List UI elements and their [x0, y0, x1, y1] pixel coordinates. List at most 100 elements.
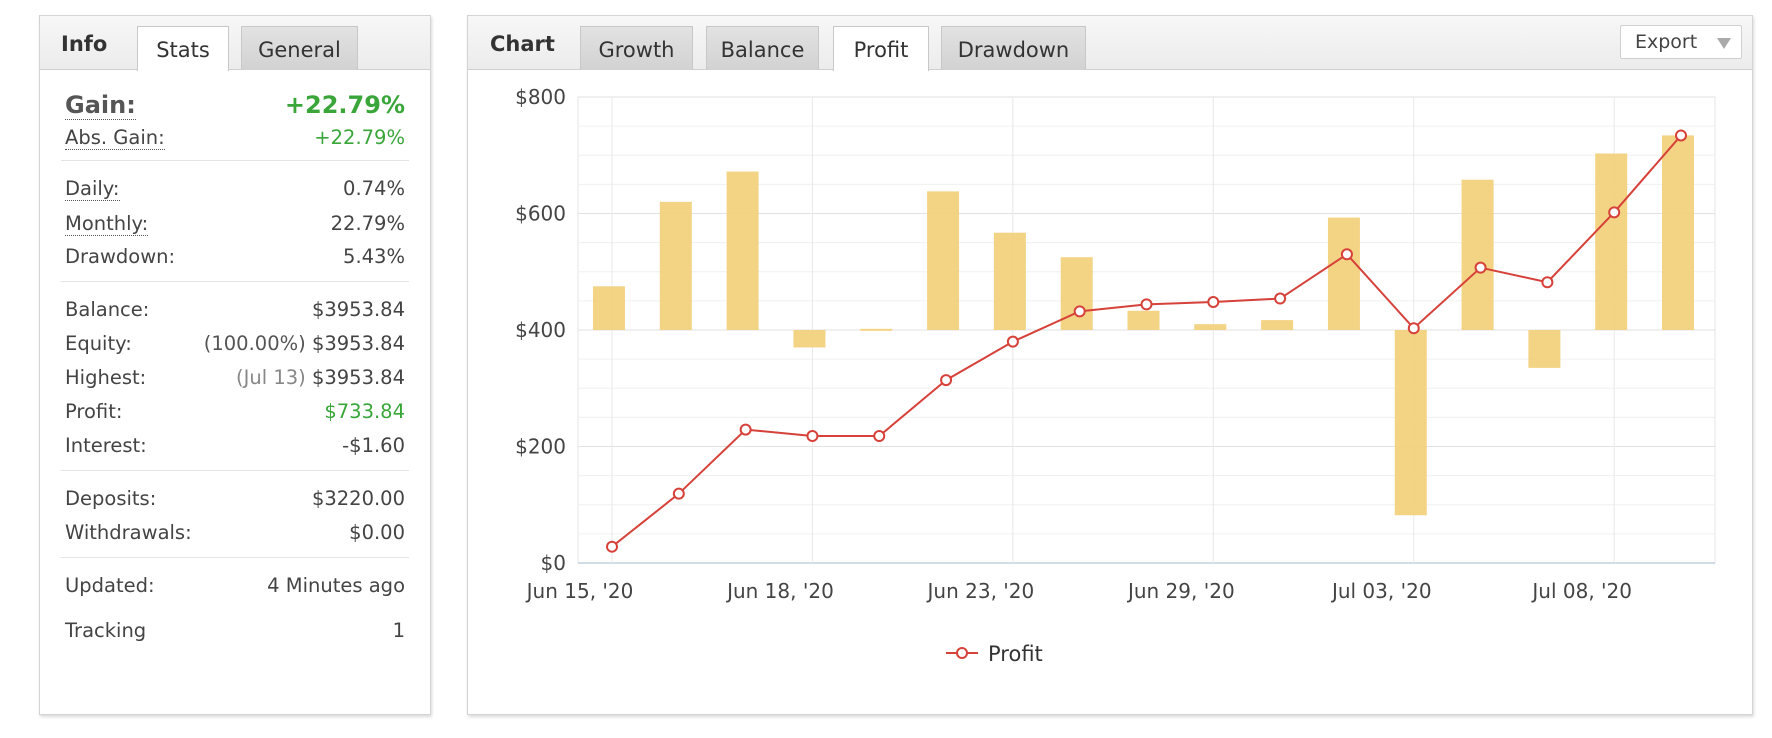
- highest-value: $3953.84: [311, 366, 405, 389]
- legend-label: Profit: [988, 642, 1043, 666]
- tab-info[interactable]: Info: [61, 32, 108, 56]
- profit-point: [1474, 261, 1487, 274]
- profit-bar: [659, 201, 692, 330]
- monthly-row: Monthly: 22.79%: [65, 212, 405, 236]
- daily-value: 0.74%: [343, 177, 405, 200]
- profit-point: [1140, 298, 1153, 311]
- abs-gain-value: +22.79%: [314, 126, 405, 149]
- withdrawals-label: Withdrawals:: [65, 521, 192, 544]
- updated-label: Updated:: [65, 574, 155, 597]
- abs-gain-label: Abs. Gain:: [65, 126, 165, 150]
- highest-row: Highest: (Jul 13) $3953.84: [65, 366, 405, 389]
- profit-point: [606, 540, 618, 553]
- tab-growth[interactable]: Growth: [580, 26, 693, 70]
- interest-label: Interest:: [65, 434, 147, 457]
- tab-profit[interactable]: Profit: [833, 26, 929, 71]
- export-button[interactable]: Export: [1620, 25, 1742, 59]
- info-panel: Info Stats General Gain: +22.79% Abs. Ga…: [39, 15, 431, 715]
- drawdown-value: 5.43%: [343, 245, 405, 268]
- x-tick-label: Jul 08, '20: [1530, 579, 1632, 603]
- profit-label: Profit:: [65, 400, 123, 423]
- profit-bar: [1394, 330, 1427, 516]
- divider: [61, 557, 409, 558]
- profit-bar: [993, 232, 1026, 330]
- profit-point: [1006, 335, 1019, 348]
- gain-row: Gain: +22.79%: [65, 91, 405, 120]
- tracking-label: Tracking: [65, 619, 147, 642]
- y-tick-label: $600: [515, 202, 566, 226]
- equity-row: Equity: (100.00%) $3953.84: [65, 332, 405, 355]
- tab-drawdown[interactable]: Drawdown: [941, 26, 1086, 70]
- withdrawals-value: $0.00: [349, 521, 405, 544]
- y-tick-label: $800: [515, 85, 566, 109]
- chevron-down-icon: [1717, 38, 1731, 49]
- deposits-label: Deposits:: [65, 487, 157, 510]
- profit-bar: [793, 330, 826, 348]
- divider: [61, 470, 409, 471]
- profit-bar: [1662, 135, 1694, 330]
- gain-value: +22.79%: [284, 91, 405, 119]
- tab-balance[interactable]: Balance: [706, 26, 819, 70]
- tab-stats[interactable]: Stats: [137, 26, 229, 71]
- profit-point: [1340, 248, 1353, 261]
- updated-row: Updated: 4 Minutes ago: [65, 574, 405, 597]
- gain-label: Gain:: [65, 91, 136, 120]
- profit-bar: [726, 171, 759, 330]
- profit-point: [873, 430, 886, 443]
- x-tick-label: Jul 03, '20: [1330, 579, 1432, 603]
- updated-value: 4 Minutes ago: [267, 574, 405, 597]
- profit-point: [1274, 292, 1287, 305]
- profit-point: [1541, 276, 1554, 289]
- chart-panel: Chart Growth Balance Profit Drawdown Exp…: [467, 15, 1753, 715]
- profit-point: [1608, 206, 1621, 219]
- legend-marker: [956, 647, 968, 659]
- monthly-label: Monthly:: [65, 212, 149, 236]
- equity-label: Equity:: [65, 332, 132, 355]
- profit-point: [806, 430, 819, 443]
- profit-row: Profit: $733.84: [65, 400, 405, 423]
- profit-bar: [1194, 324, 1227, 330]
- profit-bar: [593, 286, 625, 330]
- interest-row: Interest: -$1.60: [65, 434, 405, 457]
- equity-note: (100.00%): [203, 332, 306, 355]
- deposits-value: $3220.00: [311, 487, 405, 510]
- profit-bar: [1595, 153, 1628, 330]
- profit-point: [1407, 322, 1420, 335]
- monthly-value: 22.79%: [330, 212, 405, 235]
- balance-label: Balance:: [65, 298, 150, 321]
- x-tick-label: Jun 23, '20: [926, 579, 1035, 603]
- profit-chart: $0 $200 $400 $600 $800 Jun 15, '20 Jun 18, '20…: [515, 85, 1716, 666]
- drawdown-label: Drawdown:: [65, 245, 176, 268]
- tab-general[interactable]: General: [241, 26, 358, 70]
- y-tick-label: $200: [515, 435, 566, 459]
- tracking-value: 1: [392, 619, 405, 642]
- profit-bar: [1528, 330, 1561, 368]
- balance-row: Balance: $3953.84: [65, 298, 405, 321]
- highest-note: (Jul 13): [235, 366, 306, 389]
- profit-bar: [1461, 179, 1494, 330]
- daily-row: Daily: 0.74%: [65, 177, 405, 201]
- daily-label: Daily:: [65, 177, 120, 201]
- x-tick-label: Jun 18, '20: [725, 579, 834, 603]
- profit-bar: [1261, 320, 1294, 330]
- profit-point: [1675, 129, 1687, 142]
- tracking-row: Tracking 1: [65, 619, 405, 642]
- balance-value: $3953.84: [311, 298, 405, 321]
- deposits-row: Deposits: $3220.00: [65, 487, 405, 510]
- profit-bar: [1327, 217, 1360, 330]
- profit-bar: [1127, 310, 1160, 330]
- profit-point: [739, 423, 752, 436]
- export-label: Export: [1635, 31, 1698, 53]
- abs-gain-row: Abs. Gain: +22.79%: [65, 126, 405, 150]
- profit-point: [1207, 296, 1220, 309]
- profit-bar: [860, 328, 893, 331]
- stats-list: Gain: +22.79% Abs. Gain: +22.79% Daily: …: [40, 91, 430, 642]
- interest-value: -$1.60: [342, 434, 405, 457]
- y-tick-label: $0: [541, 551, 566, 575]
- divider: [61, 160, 409, 161]
- chart-tabbar: Chart Growth Balance Profit Drawdown Exp…: [468, 16, 1752, 71]
- chart-title: Chart: [490, 32, 555, 56]
- equity-value: $3953.84: [311, 332, 405, 355]
- drawdown-row: Drawdown: 5.43%: [65, 245, 405, 268]
- highest-label: Highest:: [65, 366, 147, 389]
